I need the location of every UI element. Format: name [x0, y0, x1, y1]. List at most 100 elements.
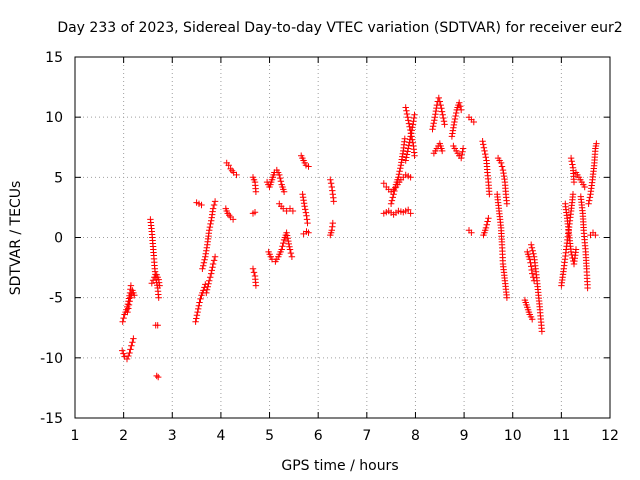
data-point — [569, 191, 577, 198]
data-point — [127, 346, 134, 353]
data-point — [327, 180, 335, 187]
data-point — [155, 294, 162, 301]
data-point — [300, 200, 308, 207]
data-point — [468, 229, 475, 236]
data-point — [205, 280, 212, 287]
data-point — [252, 282, 260, 289]
x-tick-label: 6 — [314, 428, 323, 444]
y-tick-label: -10 — [40, 351, 63, 367]
data-point — [277, 178, 285, 185]
data-point — [429, 123, 437, 130]
data-point — [429, 126, 436, 133]
data-point — [208, 267, 215, 274]
data-point — [251, 209, 259, 216]
data-point — [302, 206, 309, 213]
data-point — [407, 210, 414, 217]
chart-title: Day 233 of 2023, Sidereal Day-to-day VTE… — [57, 20, 622, 36]
data-point — [529, 316, 536, 323]
data-point — [391, 187, 398, 195]
data-point — [441, 121, 448, 128]
data-point — [481, 147, 488, 155]
data-point — [479, 138, 486, 145]
x-tick-label: 5 — [265, 428, 274, 444]
x-axis-title: GPS time / hours — [281, 458, 398, 474]
data-point — [299, 191, 306, 198]
data-point — [409, 124, 416, 131]
data-point — [196, 299, 203, 306]
data-point — [286, 243, 293, 250]
data-point — [459, 145, 467, 152]
x-tick-label: 10 — [504, 428, 522, 444]
data-point — [457, 103, 464, 110]
data-point — [407, 174, 414, 181]
grid-layer — [75, 57, 610, 418]
x-tick-label: 7 — [362, 428, 371, 444]
data-point — [128, 342, 135, 349]
data-point — [302, 209, 310, 216]
data-point — [431, 117, 438, 124]
data-point — [526, 256, 533, 263]
data-point — [405, 120, 413, 127]
data-point — [199, 265, 206, 272]
x-tick-label: 12 — [601, 428, 619, 444]
data-point — [390, 191, 397, 198]
data-point — [404, 114, 411, 121]
data-point — [389, 194, 396, 201]
data-point — [380, 180, 387, 187]
data-point — [437, 101, 444, 109]
data-point — [401, 135, 408, 142]
data-point — [155, 373, 162, 381]
x-tick-label: 3 — [168, 428, 177, 444]
data-point — [289, 207, 297, 215]
data-point — [197, 295, 204, 303]
data-point — [206, 223, 214, 231]
data-point — [438, 105, 445, 112]
data-point — [572, 246, 580, 253]
data-point — [287, 249, 295, 257]
x-tick-label: 4 — [216, 428, 225, 444]
data-point — [453, 109, 460, 117]
data-point — [131, 292, 138, 299]
data-point — [233, 171, 240, 179]
data-point — [193, 315, 200, 322]
data-point — [288, 253, 296, 260]
data-point — [395, 171, 403, 178]
data-point — [209, 264, 216, 271]
data-point — [403, 107, 410, 114]
data-points — [119, 94, 600, 381]
data-point — [280, 239, 287, 247]
data-point — [405, 142, 412, 149]
data-point — [127, 282, 135, 289]
data-point — [406, 123, 413, 130]
data-point — [285, 240, 292, 248]
data-point — [198, 201, 205, 209]
data-point — [439, 147, 446, 155]
data-point — [279, 243, 286, 250]
data-point — [276, 171, 283, 179]
data-point — [430, 120, 437, 127]
data-point — [408, 130, 415, 137]
data-point — [458, 151, 465, 159]
tick-layer — [74, 56, 611, 419]
y-tick-label: 5 — [54, 170, 63, 186]
data-point — [482, 224, 490, 232]
data-point — [405, 117, 412, 124]
data-point — [299, 194, 307, 201]
data-point — [207, 274, 214, 281]
data-point — [280, 188, 288, 195]
data-point — [405, 145, 412, 152]
data-point — [403, 151, 411, 158]
data-point — [201, 256, 208, 263]
data-point — [300, 197, 307, 204]
data-point — [438, 108, 446, 115]
x-tick-label: 2 — [119, 428, 128, 444]
data-point — [192, 318, 199, 325]
data-point — [203, 289, 210, 297]
y-tick-label: 15 — [45, 50, 63, 66]
data-point — [529, 247, 536, 254]
data-point — [402, 157, 409, 164]
data-point — [153, 372, 160, 380]
data-point — [304, 219, 311, 227]
data-point — [452, 112, 459, 120]
data-point — [206, 277, 213, 284]
